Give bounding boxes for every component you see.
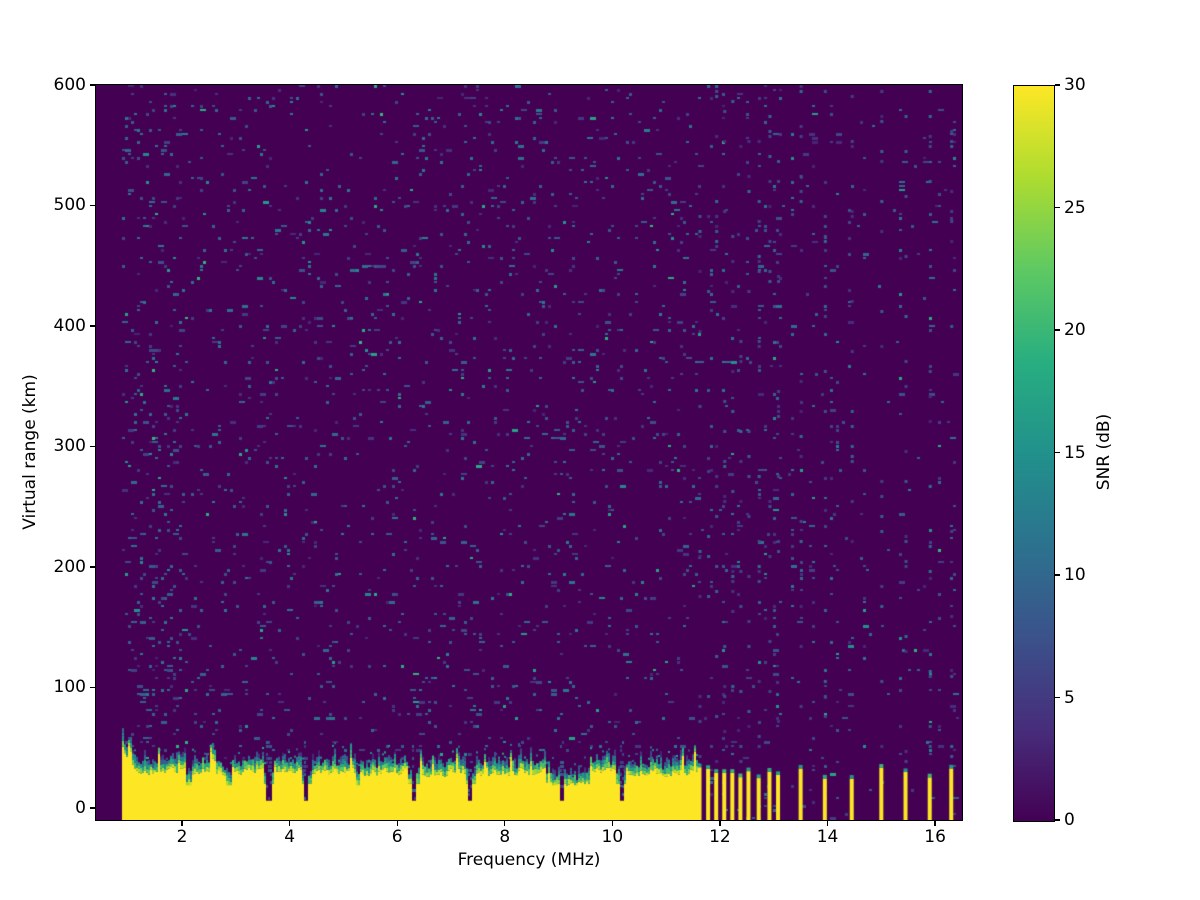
ionogram-heatmap bbox=[96, 85, 962, 820]
x-tick-mark bbox=[504, 821, 506, 826]
x-tick-label: 6 bbox=[391, 827, 403, 847]
x-tick-mark bbox=[611, 821, 614, 826]
y-tick-mark bbox=[90, 204, 95, 207]
colorbar bbox=[1013, 85, 1055, 822]
y-tick-mark bbox=[90, 325, 95, 327]
y-tick-mark bbox=[90, 566, 95, 568]
x-tick-mark bbox=[826, 821, 829, 826]
x-tick-label: 14 bbox=[816, 827, 839, 847]
colorbar-tick-label: 20 bbox=[1064, 320, 1086, 340]
y-tick-label: 600 bbox=[53, 75, 86, 95]
y-tick-label: 100 bbox=[53, 677, 86, 698]
plot-frame bbox=[95, 84, 963, 821]
colorbar-tick-mark bbox=[1055, 819, 1060, 821]
x-tick-mark bbox=[181, 821, 183, 826]
x-tick-mark bbox=[396, 821, 398, 826]
x-tick-label: 10 bbox=[601, 827, 624, 847]
x-axis-label: Frequency (MHz) bbox=[457, 850, 601, 870]
colorbar-tick-label: 0 bbox=[1064, 810, 1075, 830]
x-tick-label: 4 bbox=[284, 827, 296, 847]
y-tick-label: 0 bbox=[75, 797, 86, 818]
colorbar-tick-mark bbox=[1055, 574, 1060, 576]
x-tick-label: 16 bbox=[924, 827, 946, 847]
x-tick-mark bbox=[288, 821, 291, 826]
colorbar-label: SNR (dB) bbox=[1094, 413, 1114, 491]
colorbar-tick-label: 10 bbox=[1064, 565, 1086, 585]
y-tick-mark bbox=[90, 686, 95, 689]
y-tick-mark bbox=[90, 445, 95, 448]
colorbar-tick-mark bbox=[1055, 329, 1060, 331]
x-tick-label: 2 bbox=[176, 827, 188, 847]
colorbar-tick-label: 15 bbox=[1064, 442, 1086, 463]
y-tick-label: 300 bbox=[53, 436, 86, 457]
x-tick-label: 12 bbox=[709, 827, 731, 847]
colorbar-tick-label: 25 bbox=[1064, 197, 1086, 218]
colorbar-tick-label: 5 bbox=[1064, 687, 1075, 708]
y-tick-label: 200 bbox=[53, 556, 86, 577]
colorbar-tick-mark bbox=[1055, 84, 1060, 86]
x-tick-mark bbox=[719, 821, 721, 826]
x-tick-mark bbox=[934, 821, 936, 826]
x-tick-label: 8 bbox=[499, 827, 511, 847]
y-tick-mark bbox=[90, 807, 95, 809]
y-tick-mark bbox=[90, 84, 95, 86]
colorbar-tick-mark bbox=[1055, 451, 1060, 454]
y-tick-label: 500 bbox=[53, 195, 86, 216]
y-tick-label: 400 bbox=[53, 315, 86, 336]
colorbar-tick-mark bbox=[1055, 206, 1060, 209]
colorbar-tick-mark bbox=[1055, 696, 1060, 699]
colorbar-tick-label: 30 bbox=[1064, 75, 1086, 95]
